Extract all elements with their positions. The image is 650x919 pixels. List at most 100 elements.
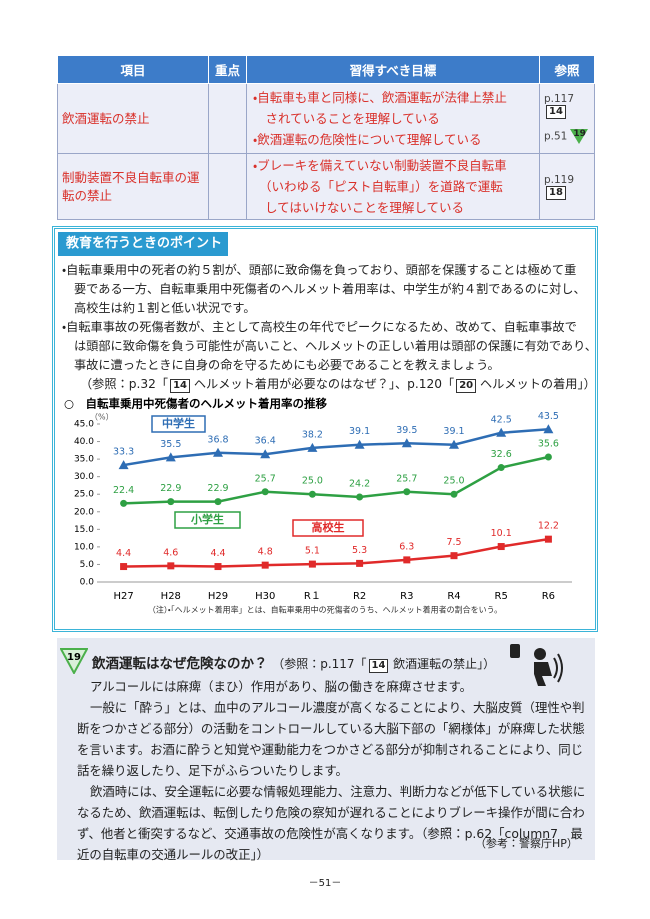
data-point bbox=[214, 563, 222, 571]
ref-page: p.117 bbox=[544, 93, 575, 105]
data-point bbox=[497, 464, 505, 472]
goals: ・自転車も車と同様に、飲酒運転が法律上禁止 されていることを理解している ・飲酒… bbox=[246, 83, 540, 154]
priority bbox=[208, 153, 247, 220]
value-label: 38.2 bbox=[302, 429, 323, 440]
header: 参照 bbox=[539, 55, 595, 84]
y-tick-label: 5.0 bbox=[80, 560, 95, 570]
column-line: 話を繰り返したり、足下がふらついたりします。 bbox=[77, 763, 348, 778]
x-tick-label: R5 bbox=[495, 591, 508, 602]
points-box bbox=[52, 226, 598, 632]
y-tick-label: 30.0 bbox=[74, 472, 94, 482]
value-label: 25.0 bbox=[443, 476, 464, 487]
legend-box bbox=[151, 415, 206, 433]
y-tick-label: 20.0 bbox=[74, 507, 94, 517]
value-label: 4.4 bbox=[210, 548, 225, 559]
data-point bbox=[167, 562, 175, 570]
column-badge-shape: 19 bbox=[60, 648, 88, 674]
data-point bbox=[118, 460, 129, 470]
legend-box bbox=[292, 519, 364, 537]
item: 飲酒運転の禁止 bbox=[57, 83, 209, 154]
drink-icon bbox=[510, 644, 563, 686]
data-point bbox=[450, 552, 458, 560]
data-point bbox=[496, 427, 507, 437]
header: 重点 bbox=[208, 55, 247, 84]
column-box bbox=[57, 638, 595, 860]
x-tick-label: R2 bbox=[353, 591, 366, 602]
data-point bbox=[308, 490, 316, 498]
ref-text: 飲酒運転の禁止」） bbox=[393, 657, 496, 671]
x-tick-label: R4 bbox=[447, 591, 460, 602]
points-line: 事故に遭ったときに自身の命を守るためにも必要であることを教えましょう。 bbox=[74, 358, 500, 372]
data-point bbox=[308, 560, 316, 568]
ref-badge: 18 bbox=[546, 185, 566, 200]
ref-badge-tri: 19 bbox=[570, 129, 589, 144]
value-label: 22.9 bbox=[207, 483, 228, 494]
data-point bbox=[167, 498, 175, 506]
data-point bbox=[403, 488, 411, 496]
points-line: 高校生は約１割と低い状況です。 bbox=[74, 301, 256, 315]
value-label: 12.2 bbox=[538, 521, 559, 532]
data-point bbox=[403, 556, 411, 564]
data-point bbox=[261, 561, 269, 569]
column-line: 飲酒時には、安全運転に必要な情報処理能力、注意力、判断力などが低下している状態に bbox=[90, 784, 586, 799]
column-line: 近の自転車の交通ルールの改正」） bbox=[77, 847, 270, 862]
value-label: 36.8 bbox=[207, 434, 228, 445]
value-label: 4.4 bbox=[116, 548, 131, 559]
ref-badge: 14 bbox=[546, 105, 566, 119]
ref-text: ヘルメット着用が必要なのはなぜ？」、p.120「 bbox=[193, 377, 455, 391]
data-point bbox=[544, 453, 552, 461]
data-point bbox=[214, 498, 222, 506]
data-point bbox=[356, 559, 364, 567]
column-source: （参考：警察庁HP） bbox=[475, 837, 578, 850]
legend-label: 中学生 bbox=[162, 416, 195, 430]
goal-line: ・ブレーキを備えていない制動装置不良自転車 bbox=[253, 158, 507, 173]
value-label: 4.6 bbox=[163, 547, 178, 558]
data-point bbox=[450, 490, 458, 498]
x-tick-label: H27 bbox=[113, 591, 133, 602]
ref-text: （参照：p.32「 bbox=[80, 377, 169, 391]
goal-line: （いわゆる「ピスト自転車」）を道路で運転 bbox=[259, 179, 503, 194]
series-line bbox=[123, 428, 549, 467]
column-line: ず、他者と衝突するなど、交通事故の危険性が高くなります。（参照：p.62「col… bbox=[77, 826, 583, 841]
data-point bbox=[401, 438, 412, 448]
x-tick-label: R6 bbox=[542, 591, 555, 602]
value-label: 32.6 bbox=[491, 449, 512, 460]
column-title-row: 飲酒運転はなぜ危険なのか？ （参照：p.117「 14 飲酒運転の禁止」） bbox=[92, 652, 495, 673]
data-point bbox=[261, 488, 269, 496]
ref-badge: 14 bbox=[368, 659, 389, 673]
y-tick-label: 35.0 bbox=[74, 455, 94, 465]
value-label: 6.3 bbox=[399, 541, 414, 552]
chart-note: （注）・「ヘルメット着用率」とは、自転車乗用中の死傷者のうち、ヘルメット着用者の… bbox=[148, 605, 502, 615]
ref-page: p.119 bbox=[544, 173, 575, 186]
column-badge: 19 bbox=[67, 652, 81, 663]
value-label: 22.4 bbox=[113, 485, 134, 496]
header: 項目 bbox=[57, 55, 209, 84]
legend-label: 小学生 bbox=[190, 512, 224, 526]
header: 習得すべき目標 bbox=[246, 55, 540, 84]
badge-triangle bbox=[60, 648, 88, 674]
points-line: ・自転車事故の死傷者数が、主として高校生の年代でピークになるため、改めて、自転車… bbox=[62, 320, 577, 334]
ref-text: ヘルメットの着用」） bbox=[480, 377, 596, 391]
value-label: 42.5 bbox=[491, 414, 512, 425]
y-tick-label: 25.0 bbox=[74, 490, 94, 500]
points-line: 要である一方、自転車乗用中死傷者のヘルメット着用率は、中学生が約４割であるのに対… bbox=[74, 282, 586, 296]
legend-box bbox=[174, 511, 241, 529]
ref-badge: 19 bbox=[573, 129, 586, 139]
column-title: 飲酒運転はなぜ危険なのか？ bbox=[92, 656, 268, 672]
value-label: 25.7 bbox=[396, 473, 417, 484]
value-label: 39.5 bbox=[396, 425, 417, 436]
ref-text: （参照：p.117「 bbox=[272, 657, 367, 671]
value-label: 43.5 bbox=[538, 411, 559, 422]
points-title: 教育を行うときのポイント bbox=[58, 232, 228, 256]
series-line bbox=[123, 455, 549, 505]
y-tick-label: 40.0 bbox=[74, 437, 94, 447]
goal-line: ・飲酒運転の危険性について理解している bbox=[253, 132, 482, 147]
goal-line: してはいけないことを理解している bbox=[265, 200, 465, 215]
item: 制動装置不良自転車の運転の禁止 bbox=[57, 153, 209, 220]
data-point bbox=[354, 439, 365, 449]
legend-label: 高校生 bbox=[312, 520, 345, 534]
data-point bbox=[120, 563, 128, 571]
icon-body bbox=[534, 662, 552, 686]
data-point bbox=[356, 493, 364, 501]
value-label: 5.1 bbox=[305, 546, 320, 557]
